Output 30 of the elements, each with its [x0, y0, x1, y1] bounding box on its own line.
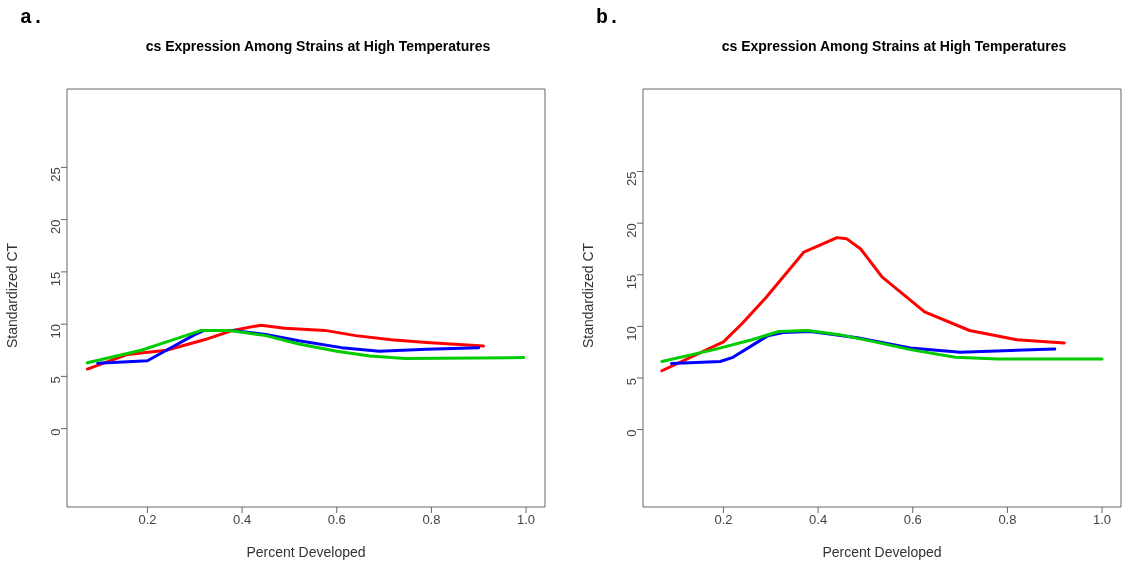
y-tick-label: 5: [47, 376, 63, 384]
x-tick-label: 0.2: [138, 512, 157, 528]
y-tick-label: 25: [47, 167, 63, 182]
y-tick-label: 10: [623, 326, 639, 341]
text: b.: [596, 6, 621, 29]
chart-title: cs Expression Among Strains at High Temperatures: [144, 38, 492, 54]
x-tick-label: 1.0: [517, 512, 536, 528]
y-tick-label: 20: [47, 219, 63, 235]
x-tick-label: 0.4: [809, 512, 828, 528]
x-axis-title: Percent Developed: [246, 544, 366, 560]
y-tick-label: 10: [47, 324, 63, 339]
y-tick-label: 0: [623, 429, 639, 437]
x-tick-label: 0.8: [422, 512, 441, 528]
y-axis-title: Standardized CT: [3, 242, 20, 348]
x-tick-label: 1.0: [1093, 512, 1112, 528]
x-tick-label: 0.6: [327, 512, 346, 528]
text: a.: [20, 6, 45, 29]
x-tick-label: 0.4: [233, 512, 252, 528]
x-tick-label: 0.6: [903, 512, 922, 528]
chart-title: cs Expression Among Strains at High Temperatures: [720, 38, 1068, 54]
x-tick-label: 0.2: [714, 512, 733, 528]
y-tick-label: 0: [47, 428, 63, 436]
x-axis-title: Percent Developed: [822, 544, 942, 560]
y-tick-label: 15: [623, 274, 639, 290]
x-tick-label: 0.8: [998, 512, 1017, 528]
y-tick-label: 15: [47, 271, 63, 287]
y-tick-label: 5: [623, 377, 639, 386]
y-tick-label: 25: [623, 171, 639, 187]
y-axis-title: Standardized CT: [579, 242, 596, 348]
y-tick-label: 20: [623, 223, 639, 238]
